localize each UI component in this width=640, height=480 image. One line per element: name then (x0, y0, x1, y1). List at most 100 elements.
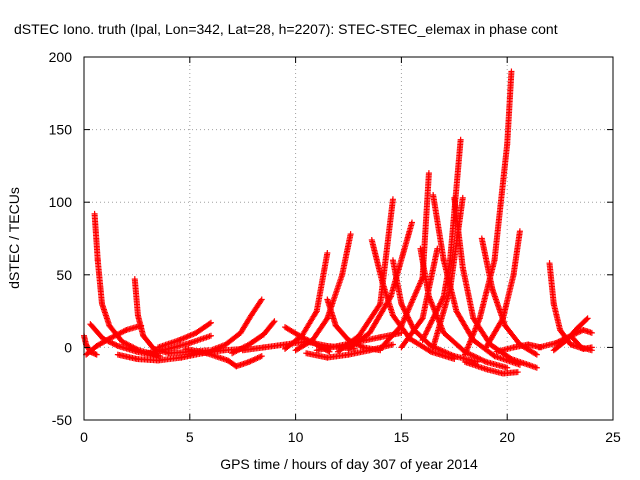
data-point (516, 228, 523, 235)
data-point (376, 302, 383, 309)
series-pass-36 (535, 326, 595, 351)
y-tick-label: 150 (49, 122, 73, 138)
y-tick-label: -50 (52, 412, 72, 428)
data-point (533, 364, 540, 371)
data-point (100, 335, 107, 342)
data-point (102, 337, 109, 344)
series-pass-4 (91, 210, 164, 360)
data-point (507, 355, 514, 362)
axis-ticks: 0 5 10 15 20 25 -50 0 50 100 150 200 (49, 49, 621, 445)
data-point (583, 316, 590, 323)
data-point (588, 329, 595, 336)
data-point (301, 335, 308, 342)
series-pass-9 (182, 345, 265, 370)
series-pass-18 (324, 296, 384, 354)
series-pass-31 (478, 235, 540, 358)
data-point (399, 303, 406, 310)
data-point (206, 320, 213, 327)
data-point (418, 316, 425, 323)
series-pass-10 (207, 296, 265, 354)
data-point (499, 316, 506, 323)
data-markers (81, 68, 595, 377)
series-pass-6 (114, 345, 246, 364)
data-point (405, 315, 412, 322)
data-point (508, 68, 515, 75)
chart-title: dSTEC Iono. truth (Ipal, Lon=342, Lat=28… (14, 21, 558, 37)
x-tick-label: 15 (394, 429, 410, 445)
x-tick-label: 20 (499, 429, 515, 445)
data-point (407, 318, 414, 325)
data-point (326, 348, 333, 355)
data-point (106, 338, 113, 345)
data-point (258, 353, 265, 360)
data-point (108, 339, 115, 346)
y-tick-label: 200 (49, 49, 73, 65)
data-point (298, 334, 305, 341)
data-point (104, 337, 111, 344)
series-pass-21 (368, 236, 458, 363)
data-point (93, 351, 100, 358)
data-point (110, 340, 117, 347)
data-point (408, 219, 415, 226)
data-point (504, 364, 511, 371)
data-point (109, 340, 116, 347)
data-point (588, 347, 595, 354)
x-tick-label: 10 (288, 429, 304, 445)
data-point (389, 341, 396, 348)
series-pass-11 (229, 318, 278, 357)
series-pass-35 (546, 260, 595, 352)
data-point (426, 347, 433, 354)
series-pass-23 (377, 170, 432, 352)
data-point (101, 336, 108, 343)
series-pass-1 (81, 332, 100, 358)
series-pass-28 (430, 191, 523, 368)
y-tick-label: 0 (64, 339, 72, 355)
data-point (356, 342, 363, 349)
data-point (358, 343, 365, 350)
data-point (533, 351, 540, 358)
data-point (300, 334, 307, 341)
data-point (584, 315, 591, 322)
series-pass-32 (483, 228, 523, 351)
data-point (105, 338, 112, 345)
series-pass-29 (451, 194, 540, 371)
x-tick-label: 25 (605, 429, 621, 445)
x-tick-label: 5 (186, 429, 194, 445)
data-point (207, 319, 214, 326)
data-point (406, 317, 413, 324)
data-point (434, 245, 441, 252)
data-point (357, 343, 364, 350)
series-pass-15 (292, 231, 354, 354)
data-point (257, 297, 264, 304)
data-point (323, 316, 330, 323)
series-pass-13 (282, 250, 331, 352)
y-axis-label: dSTEC / TECUs (6, 187, 22, 289)
data-point (457, 136, 464, 143)
data-point (459, 194, 466, 201)
data-point (514, 369, 521, 376)
series-pass-8 (155, 319, 214, 351)
data-point (407, 320, 414, 327)
data-point (112, 341, 119, 348)
data-point (552, 340, 559, 347)
plot-frame (83, 56, 614, 421)
data-point (425, 170, 432, 177)
data-point (408, 321, 415, 328)
data-point (270, 319, 277, 326)
data-point (389, 196, 396, 203)
y-tick-label: 50 (56, 267, 72, 283)
data-point (113, 342, 120, 349)
series-pass-38 (567, 332, 595, 354)
data-point (399, 302, 406, 309)
data-point (398, 300, 405, 307)
data-point (324, 250, 331, 257)
data-point (258, 296, 265, 303)
series-pass-33 (461, 358, 521, 377)
x-axis-label: GPS time / hours of day 307 of year 2014 (220, 456, 478, 472)
data-point (400, 304, 407, 311)
data-point (207, 332, 214, 339)
data-point (554, 339, 561, 346)
data-point (312, 340, 319, 347)
x-tick-label: 0 (80, 429, 88, 445)
